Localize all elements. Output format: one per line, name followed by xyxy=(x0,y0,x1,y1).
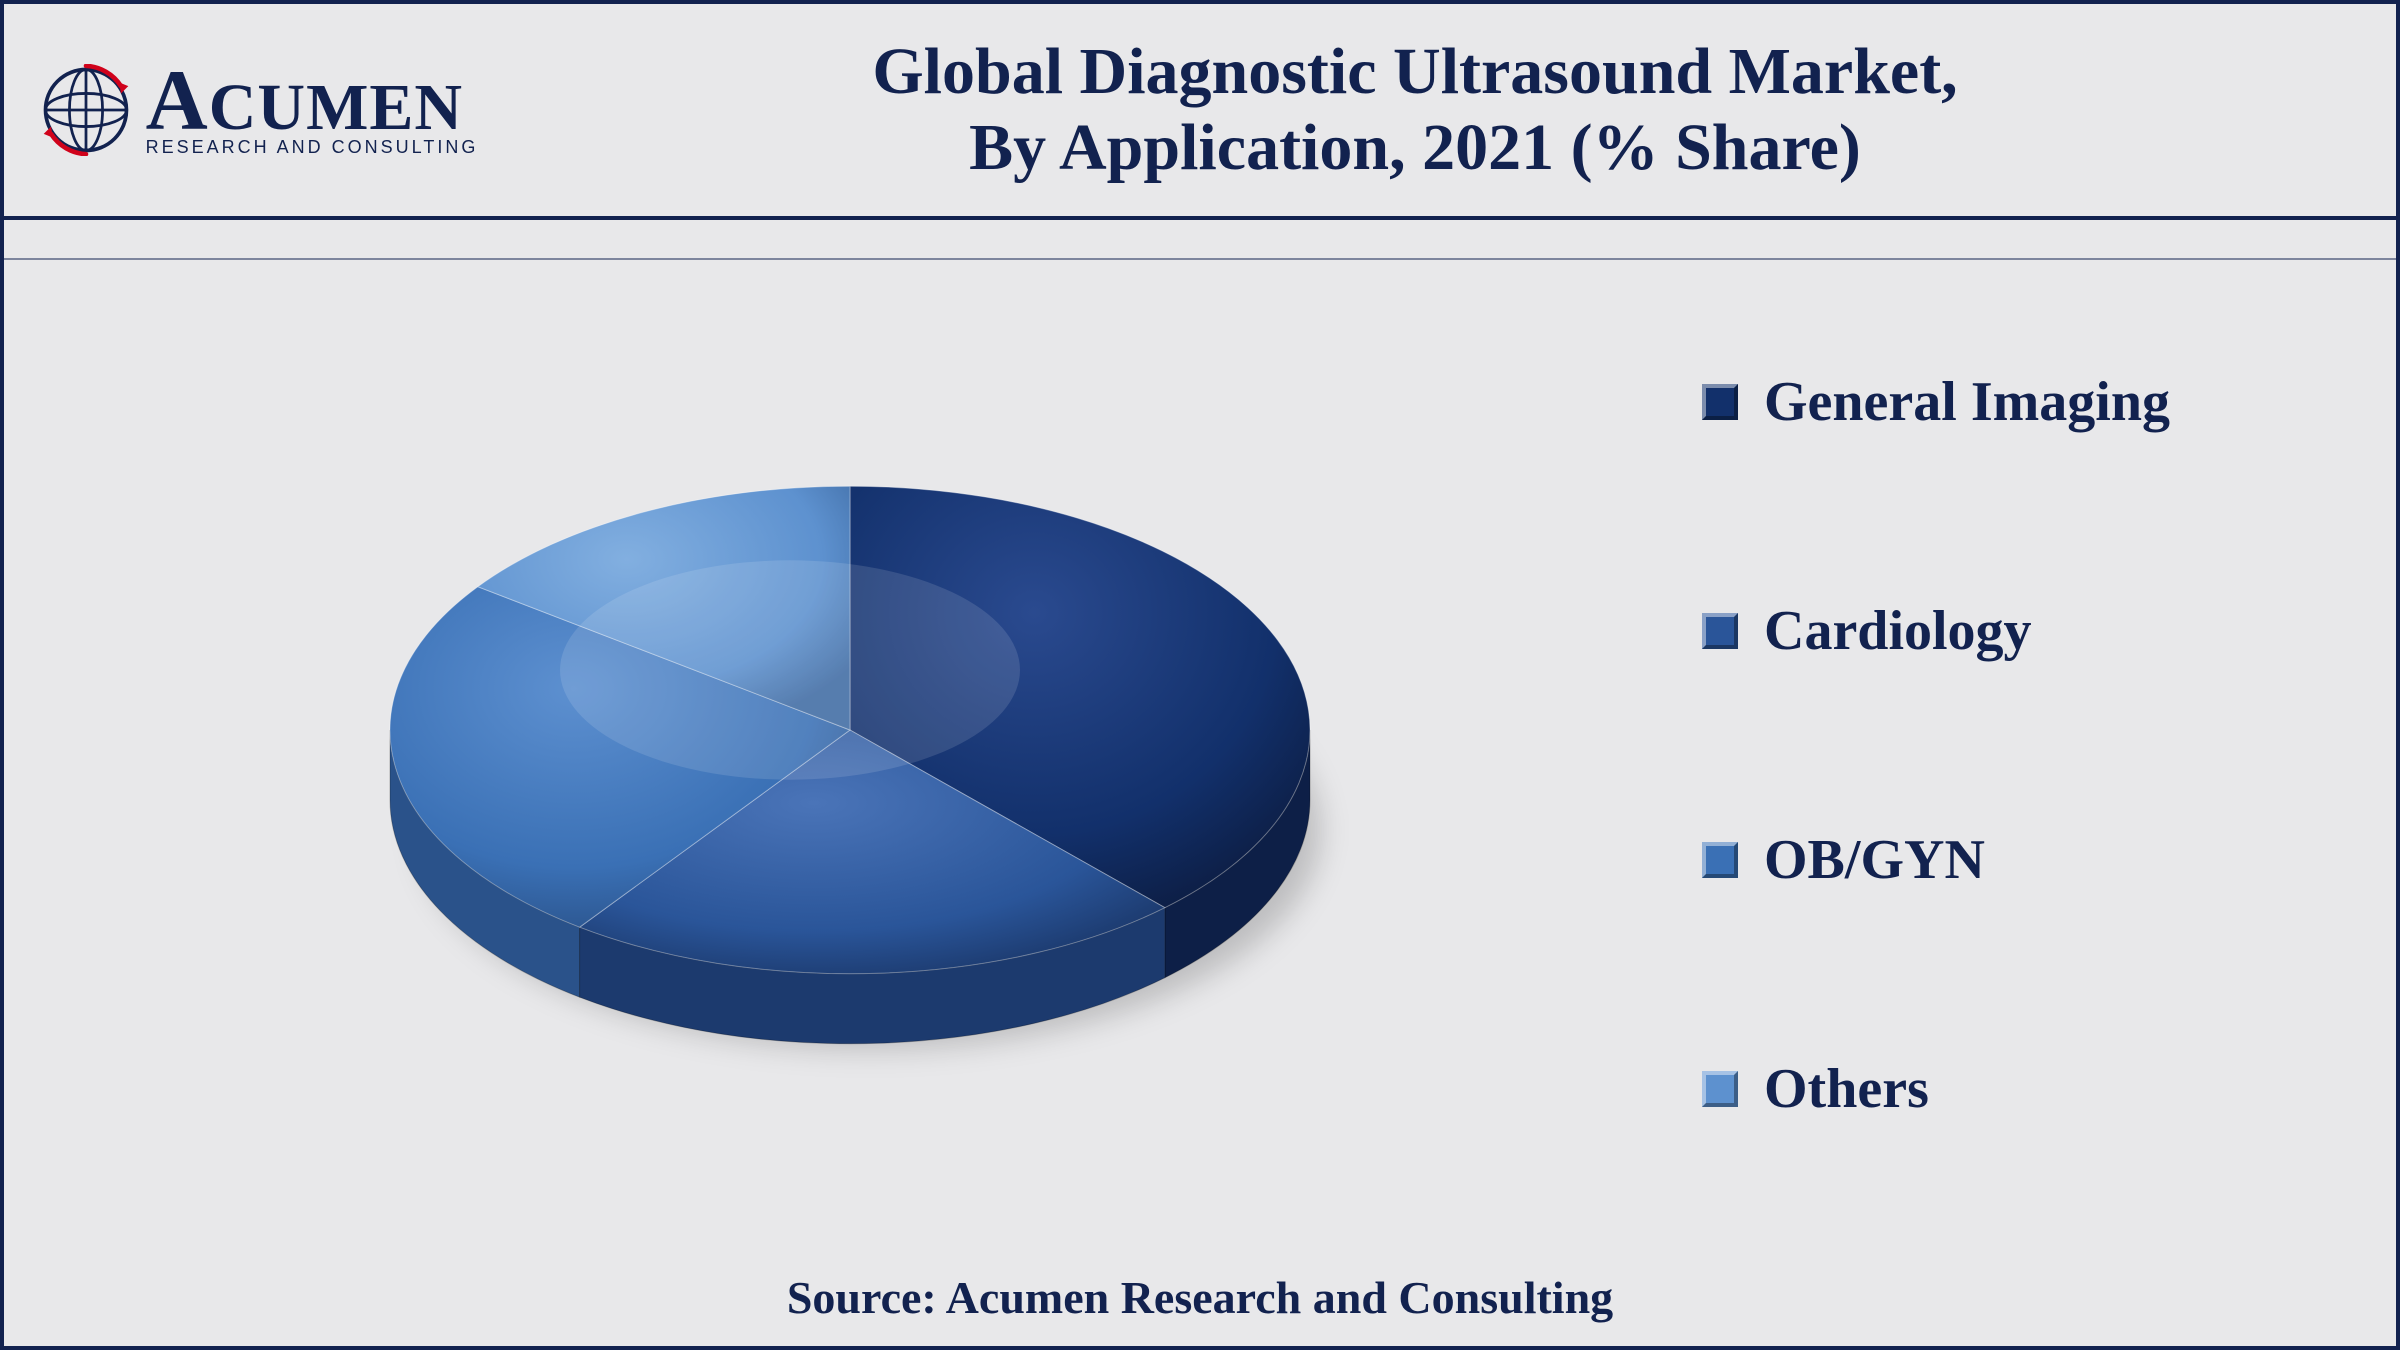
title-line-2: By Application, 2021 (% Share) xyxy=(514,110,2316,186)
legend-swatch-icon xyxy=(1700,1069,1740,1109)
legend-item-cardiology: Cardiology xyxy=(1700,599,2260,663)
header: ACUMEN RESEARCH AND CONSULTING Global Di… xyxy=(4,4,2396,220)
legend-swatch-icon xyxy=(1700,382,1740,422)
legend-label: Others xyxy=(1764,1057,1929,1121)
logo-main: ACUMEN xyxy=(146,62,463,139)
legend-label: OB/GYN xyxy=(1764,828,1985,892)
globe-icon xyxy=(40,64,132,156)
legend-swatch-icon xyxy=(1700,840,1740,880)
legend-swatch-icon xyxy=(1700,611,1740,651)
logo-text: ACUMEN RESEARCH AND CONSULTING xyxy=(146,62,479,158)
legend: General Imaging Cardiology OB/GYN Others xyxy=(1700,370,2260,1121)
legend-label: General Imaging xyxy=(1764,370,2170,434)
source-line: Source: Acumen Research and Consulting xyxy=(0,1271,2400,1324)
chart-area: General Imaging Cardiology OB/GYN Others xyxy=(0,260,2400,1270)
legend-label: Cardiology xyxy=(1764,599,2032,663)
logo-sub: RESEARCH AND CONSULTING xyxy=(146,137,479,158)
logo-main-rest: CUMEN xyxy=(209,71,463,144)
title-line-1: Global Diagnostic Ultrasound Market, xyxy=(514,34,2316,110)
legend-item-others: Others xyxy=(1700,1057,2260,1121)
title-block: Global Diagnostic Ultrasound Market, By … xyxy=(514,34,2396,186)
legend-item-general-imaging: General Imaging xyxy=(1700,370,2260,434)
logo: ACUMEN RESEARCH AND CONSULTING xyxy=(4,62,514,158)
pie-chart xyxy=(340,400,1360,1100)
legend-item-ob-gyn: OB/GYN xyxy=(1700,828,2260,892)
